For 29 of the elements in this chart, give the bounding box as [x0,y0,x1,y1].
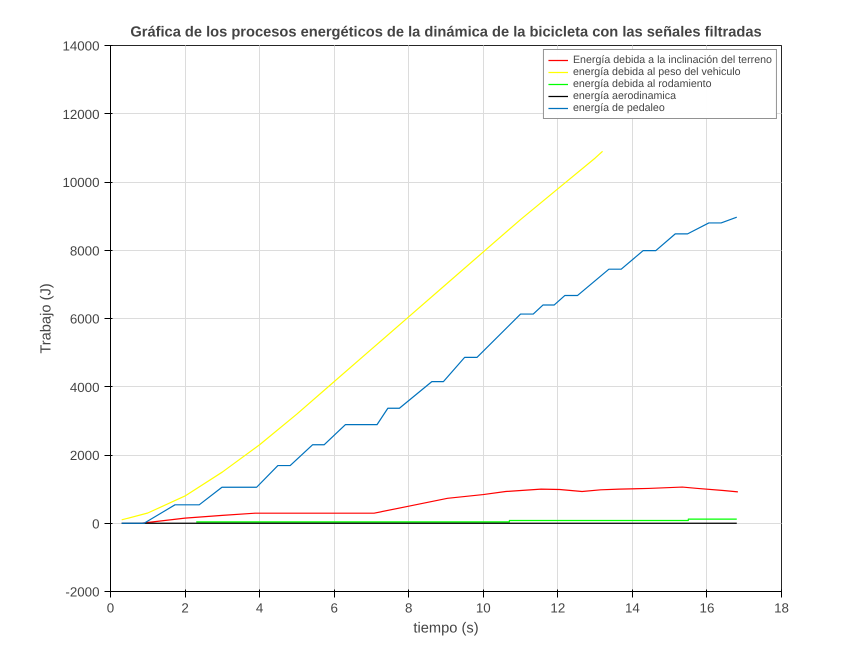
x-tick-label: 18 [774,600,789,616]
y-tick-label: 4000 [70,380,100,395]
legend-label: energía debida al rodamiento [572,78,712,90]
x-tick-label: 2 [181,600,189,616]
chart-title: Gráfica de los procesos energéticos de la dinámica de la bicicleta con las señales filtradas [130,24,762,40]
legend-label: energía debida al peso del vehiculo [572,66,741,78]
x-tick-label: 6 [330,600,338,616]
x-tick-label: 10 [476,600,491,616]
x-tick-label: 8 [405,600,412,616]
legend-label: energía aerodinamica [572,90,676,102]
x-tick-label: 16 [700,600,714,616]
x-tick-label: 12 [550,600,566,616]
y-tick-label: 12000 [62,106,100,122]
y-tick-label: -2000 [65,584,100,600]
y-axis-title: Trabajo (J) [38,283,54,354]
y-tick-label: 14000 [62,38,100,54]
line-series [121,150,604,520]
y-tick-label: 2000 [70,448,100,463]
y-tick-label: 0 [92,516,100,532]
y-tick-label: 10000 [62,175,100,190]
legend-label: energía de pedaleo [572,102,665,114]
x-axis-title: tiempo (s) [413,620,479,636]
line-series [121,216,738,524]
legend-label: Energía debida a la inclinación del terreno [572,54,772,66]
x-tick-label: 0 [106,600,114,616]
x-tick-label: 14 [624,600,640,616]
x-tick-label: 4 [256,600,264,616]
y-tick-label: 6000 [70,312,100,326]
y-tick-label: 8000 [70,243,100,258]
